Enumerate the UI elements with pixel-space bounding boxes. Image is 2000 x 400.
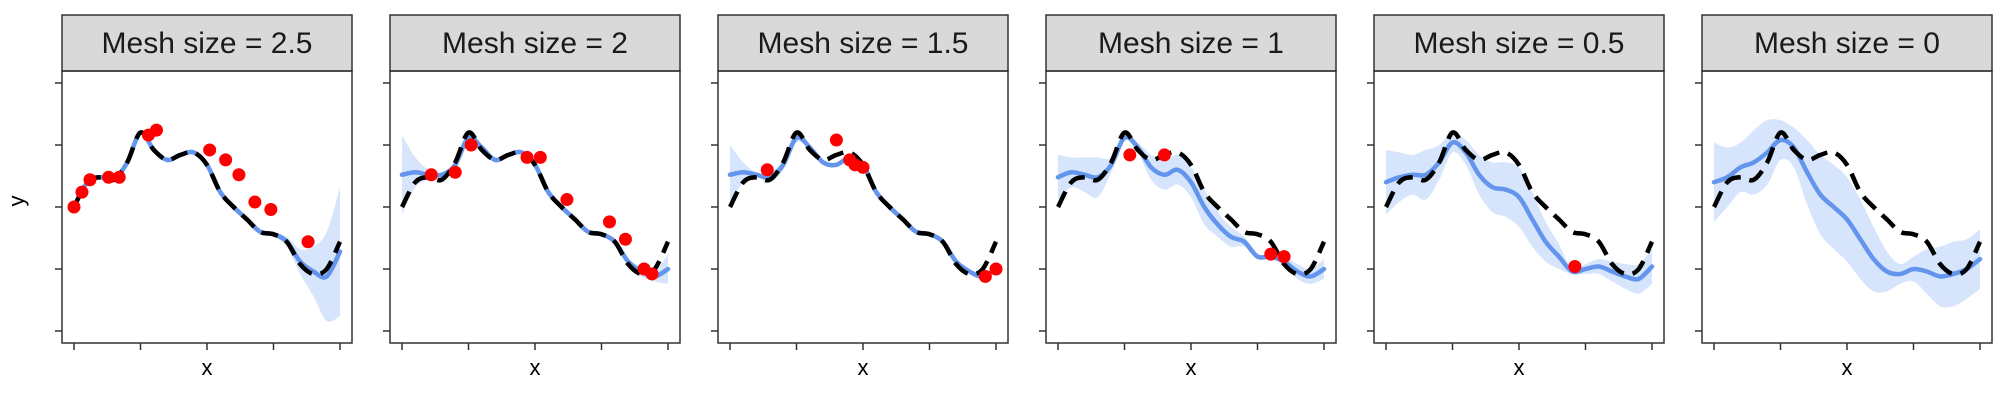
design-point: [1277, 250, 1291, 264]
true-function-line: [1055, 130, 1327, 277]
y-axis-label: y: [4, 196, 29, 207]
true-function-line: [399, 130, 671, 277]
design-point: [560, 193, 574, 207]
plot-area: [1383, 130, 1655, 294]
facet-panel: Mesh size = 0.5 x: [1367, 14, 1665, 380]
design-point: [264, 202, 278, 216]
x-axis-label: x: [1514, 355, 1525, 380]
x-axis-label: x: [1186, 355, 1197, 380]
plot-area: [1055, 130, 1327, 284]
panel-title: Mesh size = 0.5: [1414, 27, 1625, 60]
confidence-band: [74, 129, 340, 322]
x-axis-label: x: [530, 355, 541, 380]
panel-title: Mesh size = 2: [442, 27, 628, 60]
design-point: [1568, 260, 1582, 274]
panel-title: Mesh size = 1.5: [758, 27, 969, 60]
panel-strip: [1373, 14, 1665, 72]
true-function-line: [1711, 130, 1983, 277]
facet-panel: Mesh size = 1.5 x: [711, 14, 1009, 380]
design-point: [760, 163, 774, 177]
facet-panel: Mesh size = 0 x: [1695, 14, 1993, 380]
plot-area: [727, 130, 1003, 283]
design-point: [1123, 148, 1137, 162]
design-point: [602, 215, 616, 229]
facet-panel: Mesh size = 1 x: [1039, 14, 1337, 380]
panel-border: [1045, 70, 1337, 344]
design-point: [232, 168, 246, 182]
panel-strip: [61, 14, 353, 72]
posterior-mean-line: [1711, 137, 1983, 279]
panel-strip: [1701, 14, 1993, 72]
design-point: [464, 138, 478, 152]
plot-area: [399, 130, 671, 284]
design-point: [112, 170, 126, 184]
design-point: [533, 150, 547, 164]
panel-title: Mesh size = 0: [1754, 27, 1940, 60]
design-point: [102, 170, 116, 184]
panel-title: Mesh size = 1: [1098, 27, 1284, 60]
facet-panel: Mesh size = 2.5 x: [55, 14, 353, 380]
design-point: [424, 168, 438, 182]
panel-border: [389, 70, 681, 344]
design-point: [203, 143, 217, 157]
plot-area: [67, 123, 343, 322]
panel-border: [61, 70, 353, 344]
design-point: [520, 150, 534, 164]
design-point: [856, 160, 870, 174]
design-point: [1264, 247, 1278, 261]
posterior-mean-line: [727, 134, 999, 279]
confidence-band: [1386, 132, 1652, 294]
design-point: [1157, 148, 1171, 162]
panel-strip: [389, 14, 681, 72]
x-axis-label: x: [1842, 355, 1853, 380]
design-point: [248, 195, 262, 209]
design-point: [149, 123, 163, 137]
design-point: [75, 185, 89, 199]
panel-strip: [717, 14, 1009, 72]
x-axis-label: x: [858, 355, 869, 380]
confidence-band: [730, 132, 996, 279]
true-function-line: [727, 130, 999, 277]
true-function-line: [1383, 130, 1655, 277]
design-point: [219, 153, 233, 167]
design-point: [989, 262, 1003, 276]
panel-border: [717, 70, 1009, 344]
design-point: [67, 200, 81, 214]
design-point: [829, 133, 843, 147]
design-point: [301, 235, 315, 249]
facet-panel: Mesh size = 2 x: [383, 14, 681, 380]
design-point: [448, 165, 462, 179]
plot-area: [1711, 119, 1983, 308]
x-axis-label: x: [202, 355, 213, 380]
design-point: [978, 269, 992, 283]
panel-title: Mesh size = 2.5: [102, 27, 313, 60]
posterior-mean-line: [1383, 140, 1655, 282]
design-point: [83, 173, 97, 187]
confidence-band: [1714, 119, 1980, 308]
panel-strip: [1045, 14, 1337, 72]
design-point: [618, 232, 632, 246]
design-point: [645, 267, 659, 281]
